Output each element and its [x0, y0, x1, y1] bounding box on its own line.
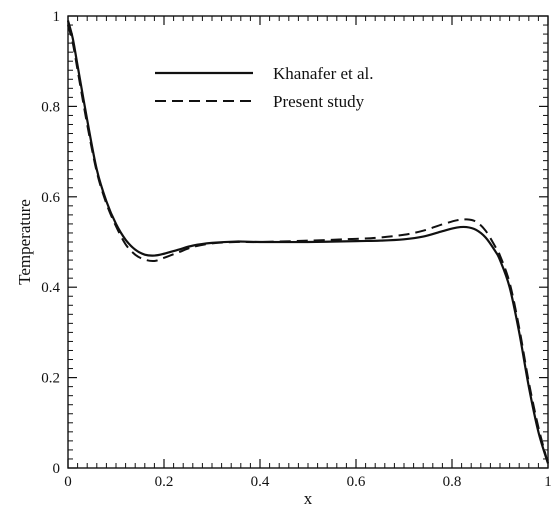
y-tick-label: 0.6: [41, 190, 60, 206]
series-lines: [66, 20, 550, 464]
x-axis-label: x: [304, 489, 313, 508]
x-tick-label: 0.2: [155, 474, 174, 490]
x-tick-label: 0: [64, 474, 72, 490]
legend: Khanafer et al. Present study: [155, 64, 374, 111]
plot-frame: [67, 15, 549, 469]
x-tick-labels: 0 0.2 0.4 0.6 0.8 1: [64, 474, 552, 490]
y-tick-label: 0: [53, 461, 61, 477]
x-tick-label: 1: [544, 474, 552, 490]
y-tick-label: 1: [53, 9, 61, 25]
y-tick-labels: 0 0.2 0.4 0.6 0.8 1: [41, 9, 60, 477]
y-axis-label: Temperature: [15, 199, 34, 285]
x-tick-label: 0.4: [251, 474, 270, 490]
x-tick-label: 0.8: [443, 474, 462, 490]
y-tick-label: 0.4: [41, 280, 60, 296]
y-tick-label: 0.8: [41, 99, 60, 115]
legend-label-khanafer: Khanafer et al.: [273, 64, 374, 83]
series-line-present-study: [67, 24, 549, 464]
x-tick-label: 0.6: [347, 474, 366, 490]
legend-label-present-study: Present study: [273, 92, 365, 111]
y-tick-label: 0.2: [41, 371, 60, 387]
